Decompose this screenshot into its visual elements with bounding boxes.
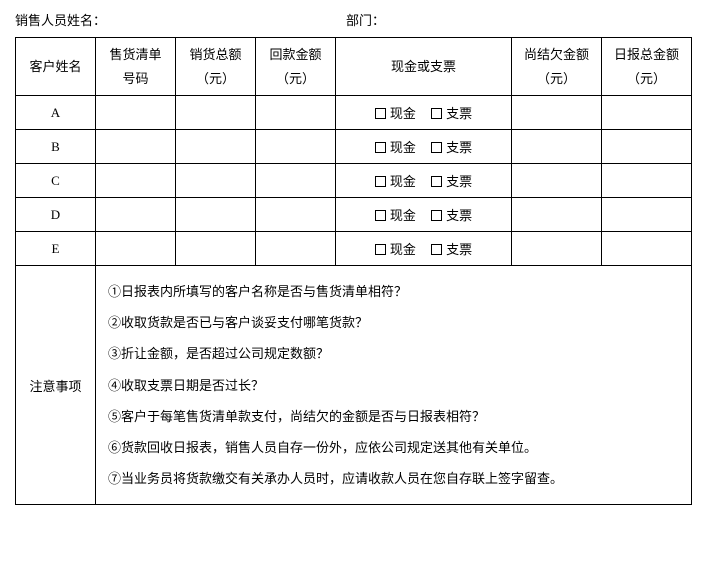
label-cash: 现金 (390, 106, 416, 121)
checkbox-cash-icon[interactable] (375, 142, 386, 153)
cell-customer: A (16, 96, 96, 130)
table-row: A 现金 支票 (16, 96, 692, 130)
col-payment-type: 现金或支票 (336, 38, 512, 96)
col-customer: 客户姓名 (16, 38, 96, 96)
checkbox-cheque-icon[interactable] (431, 142, 442, 153)
table-row: E 现金 支票 (16, 232, 692, 266)
note-item: ⑥货款回收日报表，销售人员自存一份外，应依公司规定送其他有关单位。 (108, 432, 679, 463)
form-header: 销售人员姓名： 部门： (15, 10, 691, 29)
table-row: C 现金 支票 (16, 164, 692, 198)
col-sales-total: 销货总额（元） (176, 38, 256, 96)
checkbox-cheque-icon[interactable] (431, 108, 442, 119)
cell-customer: E (16, 232, 96, 266)
cell-daily-total (602, 96, 692, 130)
cell-sales-total (176, 96, 256, 130)
cell-payment-type: 现金 支票 (336, 164, 512, 198)
cell-payback (256, 96, 336, 130)
label-cheque: 支票 (446, 242, 472, 257)
notes-label: 注意事项 (16, 266, 96, 505)
table-header-row: 客户姓名 售货清单号码 销货总额（元） 回款金额（元） 现金或支票 尚结欠金额（… (16, 38, 692, 96)
col-outstanding: 尚结欠金额（元） (512, 38, 602, 96)
cell-payback (256, 198, 336, 232)
sales-report-table: 客户姓名 售货清单号码 销货总额（元） 回款金额（元） 现金或支票 尚结欠金额（… (15, 37, 692, 505)
table-row: D 现金 支票 (16, 198, 692, 232)
salesperson-label: 销售人员姓名： (15, 10, 106, 29)
cell-outstanding (512, 96, 602, 130)
checkbox-cash-icon[interactable] (375, 108, 386, 119)
cell-daily-total (602, 130, 692, 164)
cell-payback (256, 164, 336, 198)
label-cash: 现金 (390, 242, 416, 257)
label-cheque: 支票 (446, 208, 472, 223)
checkbox-cheque-icon[interactable] (431, 176, 442, 187)
cell-customer: C (16, 164, 96, 198)
notes-row: 注意事项 ①日报表内所填写的客户名称是否与售货清单相符？ ②收取货款是否已与客户… (16, 266, 692, 505)
note-item: ⑤客户于每笔售货清单款支付，尚结欠的金额是否与日报表相符？ (108, 401, 679, 432)
cell-payback (256, 232, 336, 266)
note-item: ⑦当业务员将货款缴交有关承办人员时，应请收款人员在您自存联上签字留查。 (108, 463, 679, 494)
cell-customer: B (16, 130, 96, 164)
note-item: ③折让金额，是否超过公司规定数额？ (108, 338, 679, 369)
notes-content: ①日报表内所填写的客户名称是否与售货清单相符？ ②收取货款是否已与客户谈妥支付哪… (96, 266, 692, 505)
cell-outstanding (512, 198, 602, 232)
cell-customer: D (16, 198, 96, 232)
cell-payment-type: 现金 支票 (336, 130, 512, 164)
cell-daily-total (602, 198, 692, 232)
cell-sales-total (176, 198, 256, 232)
cell-daily-total (602, 164, 692, 198)
col-order-no: 售货清单号码 (96, 38, 176, 96)
note-item: ②收取货款是否已与客户谈妥支付哪笔货款？ (108, 307, 679, 338)
label-cash: 现金 (390, 208, 416, 223)
label-cheque: 支票 (446, 106, 472, 121)
checkbox-cheque-icon[interactable] (431, 210, 442, 221)
cell-outstanding (512, 164, 602, 198)
cell-order-no (96, 198, 176, 232)
label-cheque: 支票 (446, 140, 472, 155)
cell-payment-type: 现金 支票 (336, 232, 512, 266)
cell-order-no (96, 130, 176, 164)
col-daily-total: 日报总金额（元） (602, 38, 692, 96)
cell-outstanding (512, 232, 602, 266)
cell-outstanding (512, 130, 602, 164)
checkbox-cash-icon[interactable] (375, 210, 386, 221)
label-cash: 现金 (390, 140, 416, 155)
cell-order-no (96, 232, 176, 266)
cell-payment-type: 现金 支票 (336, 198, 512, 232)
label-cheque: 支票 (446, 174, 472, 189)
note-item: ①日报表内所填写的客户名称是否与售货清单相符？ (108, 276, 679, 307)
cell-payment-type: 现金 支票 (336, 96, 512, 130)
cell-payback (256, 130, 336, 164)
col-payback: 回款金额（元） (256, 38, 336, 96)
cell-daily-total (602, 232, 692, 266)
table-row: B 现金 支票 (16, 130, 692, 164)
cell-order-no (96, 164, 176, 198)
department-label: 部门： (346, 10, 385, 29)
checkbox-cash-icon[interactable] (375, 176, 386, 187)
checkbox-cash-icon[interactable] (375, 244, 386, 255)
checkbox-cheque-icon[interactable] (431, 244, 442, 255)
cell-sales-total (176, 164, 256, 198)
cell-sales-total (176, 232, 256, 266)
cell-order-no (96, 96, 176, 130)
note-item: ④收取支票日期是否过长？ (108, 370, 679, 401)
cell-sales-total (176, 130, 256, 164)
label-cash: 现金 (390, 174, 416, 189)
